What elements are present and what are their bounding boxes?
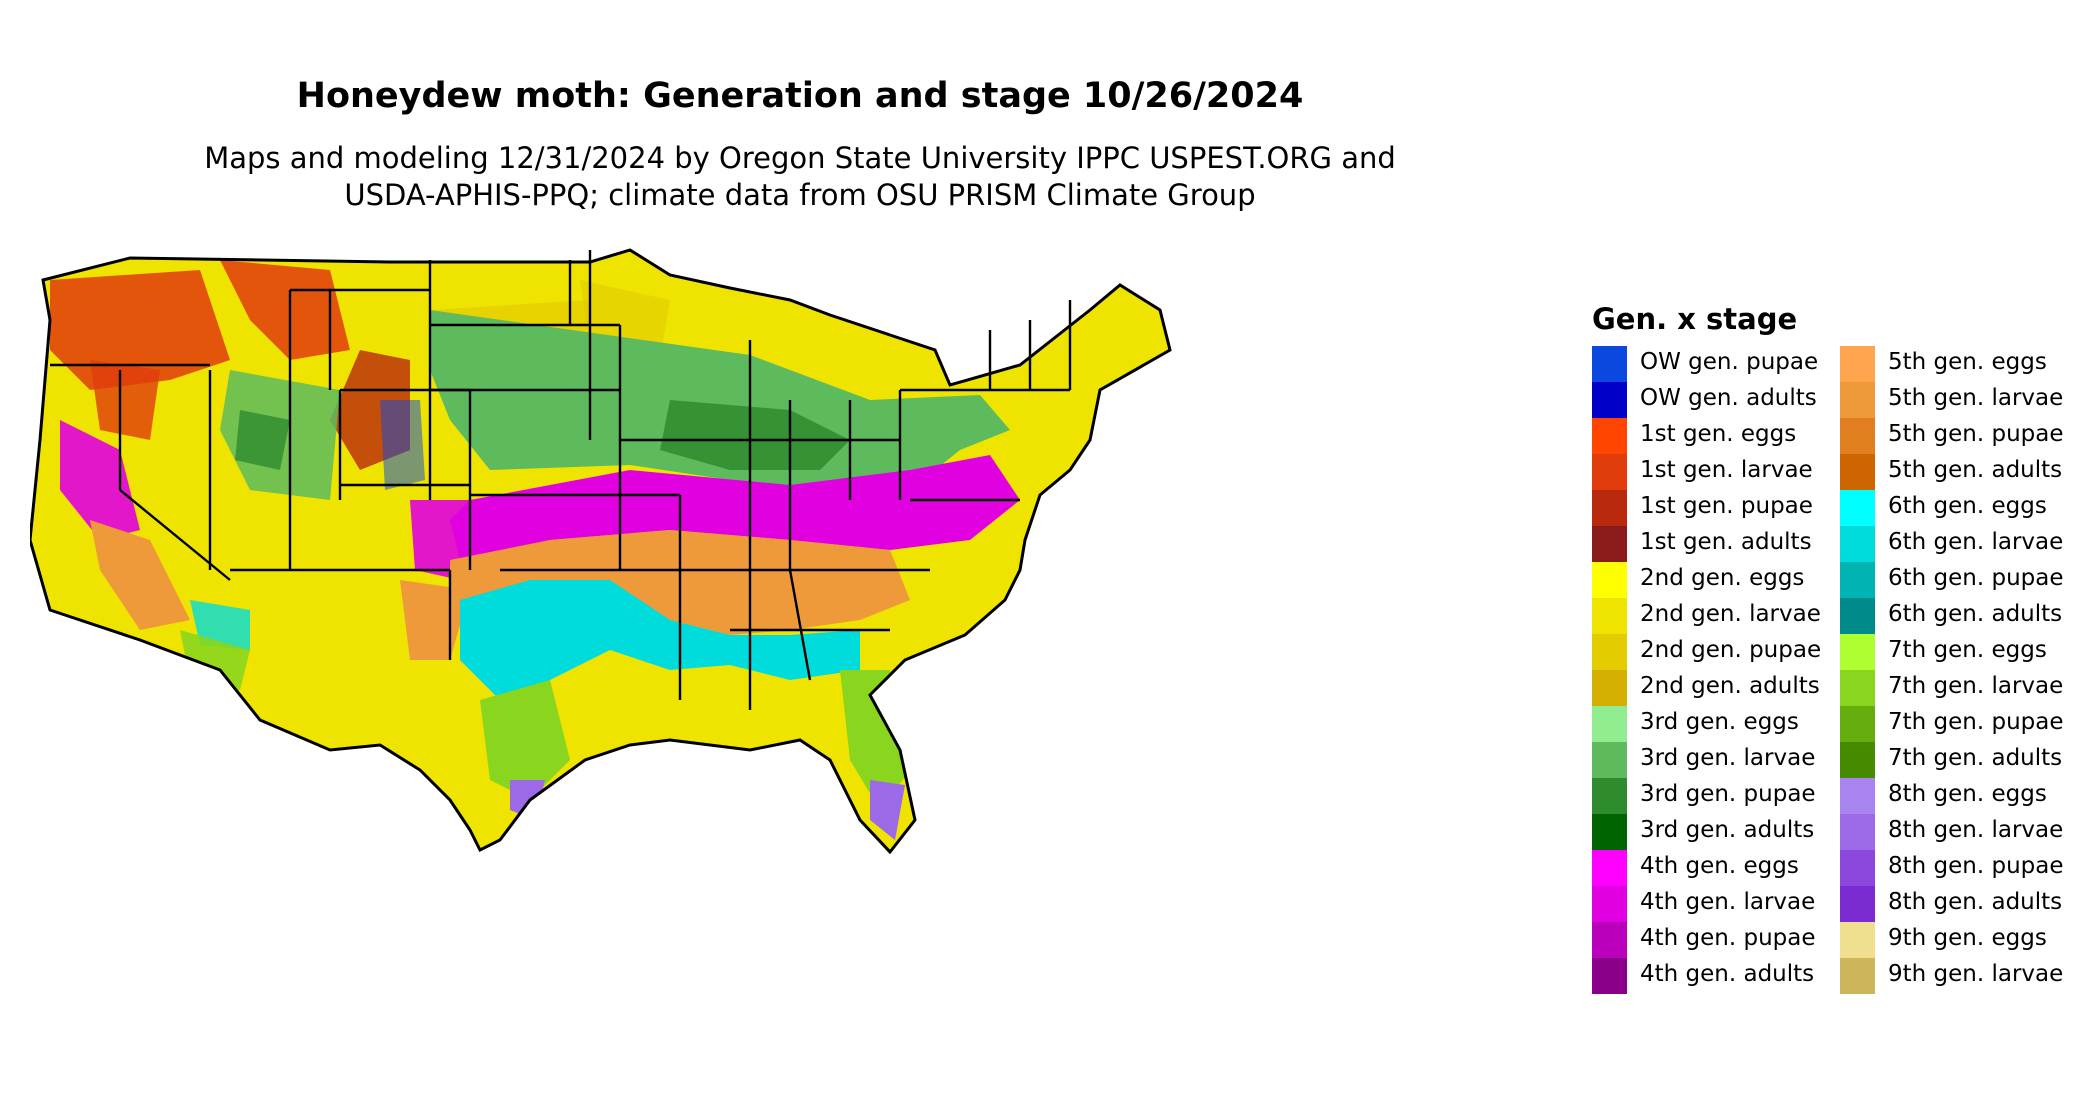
legend-swatch bbox=[1840, 382, 1875, 418]
legend-label: 5th gen. adults bbox=[1888, 457, 2063, 483]
legend-swatch bbox=[1592, 346, 1627, 382]
legend-label: 8th gen. eggs bbox=[1888, 781, 2047, 807]
legend-label: OW gen. pupae bbox=[1640, 349, 1819, 375]
legend-label: 3rd gen. larvae bbox=[1640, 745, 1816, 771]
legend-swatch bbox=[1840, 562, 1875, 598]
legend-swatch bbox=[1840, 958, 1875, 994]
legend-label: 1st gen. eggs bbox=[1640, 421, 1797, 447]
legend-label: 5th gen. eggs bbox=[1888, 349, 2047, 375]
legend-swatch bbox=[1592, 706, 1627, 742]
legend-label: 6th gen. adults bbox=[1888, 601, 2063, 627]
legend-label: 3rd gen. pupae bbox=[1640, 781, 1816, 807]
legend-swatch bbox=[1592, 886, 1627, 922]
legend-label: 2nd gen. adults bbox=[1640, 673, 1820, 699]
legend-swatch bbox=[1592, 742, 1627, 778]
legend-label: 4th gen. larvae bbox=[1640, 889, 1816, 915]
legend-label: 1st gen. larvae bbox=[1640, 457, 1813, 483]
legend-swatch bbox=[1840, 454, 1875, 490]
legend-label: 3rd gen. adults bbox=[1640, 817, 1815, 843]
legend-swatch bbox=[1592, 634, 1627, 670]
legend-swatch bbox=[1840, 634, 1875, 670]
legend-label: 5th gen. pupae bbox=[1888, 421, 2064, 447]
legend-label: 7th gen. eggs bbox=[1888, 637, 2047, 663]
legend-swatch bbox=[1592, 778, 1627, 814]
legend-label: 7th gen. adults bbox=[1888, 745, 2063, 771]
legend-label: OW gen. adults bbox=[1640, 385, 1817, 411]
legend-label: 3rd gen. eggs bbox=[1640, 709, 1799, 735]
legend-swatch bbox=[1840, 490, 1875, 526]
us-generation-stage-map bbox=[30, 248, 1172, 855]
legend-swatch bbox=[1592, 670, 1627, 706]
legend-swatch bbox=[1592, 814, 1627, 850]
legend-swatch bbox=[1840, 598, 1875, 634]
legend-swatch bbox=[1592, 562, 1627, 598]
legend-label: 8th gen. larvae bbox=[1888, 817, 2064, 843]
legend-swatch bbox=[1840, 886, 1875, 922]
legend-label: 9th gen. larvae bbox=[1888, 961, 2064, 987]
state-borders bbox=[50, 250, 1072, 710]
legend-swatch bbox=[1840, 670, 1875, 706]
legend-swatch bbox=[1840, 418, 1875, 454]
legend-swatch bbox=[1840, 922, 1875, 958]
legend-swatch bbox=[1840, 526, 1875, 562]
legend-swatch bbox=[1840, 778, 1875, 814]
legend-label: 5th gen. larvae bbox=[1888, 385, 2064, 411]
legend-swatch bbox=[1840, 850, 1875, 886]
legend-label: 4th gen. eggs bbox=[1640, 853, 1799, 879]
legend-label: 4th gen. adults bbox=[1640, 961, 1815, 987]
legend-swatch bbox=[1592, 598, 1627, 634]
legend-swatch bbox=[1840, 346, 1875, 382]
legend-title: Gen. x stage bbox=[1592, 302, 1798, 336]
legend-label: 9th gen. eggs bbox=[1888, 925, 2047, 951]
legend-label: 6th gen. eggs bbox=[1888, 493, 2047, 519]
legend-swatch bbox=[1592, 958, 1627, 994]
legend-swatch bbox=[1592, 418, 1627, 454]
legend-swatch bbox=[1592, 382, 1627, 418]
legend-swatch bbox=[1840, 742, 1875, 778]
legend-swatch bbox=[1592, 490, 1627, 526]
legend-label: 7th gen. pupae bbox=[1888, 709, 2064, 735]
map-title: Honeydew moth: Generation and stage 10/2… bbox=[296, 76, 1304, 116]
legend-swatch bbox=[1592, 850, 1627, 886]
legend-label: 1st gen. adults bbox=[1640, 529, 1812, 555]
legend-label: 1st gen. pupae bbox=[1640, 493, 1813, 519]
legend-label: 4th gen. pupae bbox=[1640, 925, 1816, 951]
legend-label: 6th gen. larvae bbox=[1888, 529, 2064, 555]
map-subtitle-line2: USDA-APHIS-PPQ; climate data from OSU PR… bbox=[344, 178, 1256, 212]
legend-label: 7th gen. larvae bbox=[1888, 673, 2064, 699]
legend-label: 2nd gen. larvae bbox=[1640, 601, 1821, 627]
legend-swatch bbox=[1592, 454, 1627, 490]
legend: Gen. x stage OW gen. pupae OW gen. adults… bbox=[1592, 302, 2092, 1012]
map-subtitle-line1: Maps and modeling 12/31/2024 by Oregon S… bbox=[204, 141, 1396, 175]
legend-swatch bbox=[1592, 526, 1627, 562]
map-fill bbox=[30, 250, 1170, 852]
legend-swatch bbox=[1592, 922, 1627, 958]
legend-swatch bbox=[1840, 706, 1875, 742]
legend-swatch bbox=[1840, 814, 1875, 850]
legend-label: 2nd gen. pupae bbox=[1640, 637, 1822, 663]
legend-label: 8th gen. adults bbox=[1888, 889, 2063, 915]
us-outline bbox=[30, 248, 1172, 855]
legend-label: 8th gen. pupae bbox=[1888, 853, 2064, 879]
legend-label: 2nd gen. eggs bbox=[1640, 565, 1805, 591]
legend-label: 6th gen. pupae bbox=[1888, 565, 2064, 591]
